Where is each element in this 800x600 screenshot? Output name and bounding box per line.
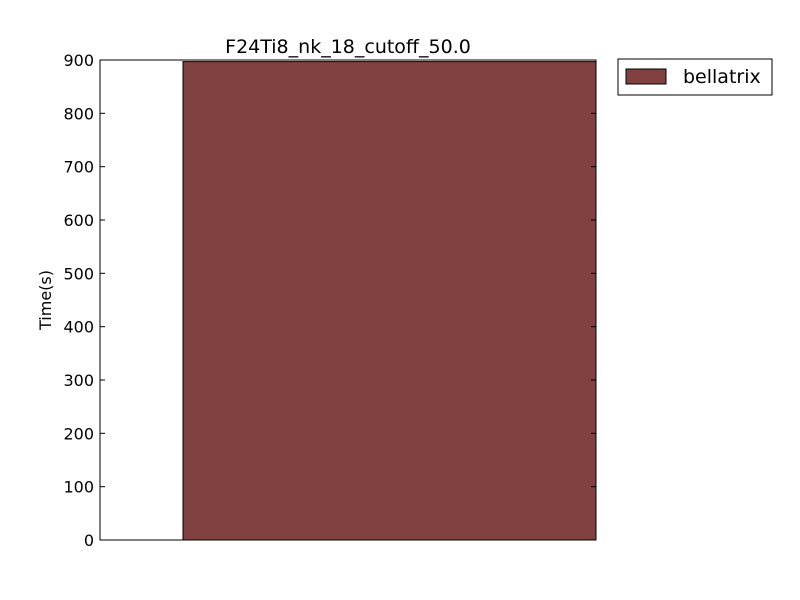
bar-bellatrix [182, 61, 597, 541]
y-tick-label: 0 [84, 531, 94, 550]
y-tick-label: 400 [63, 318, 94, 337]
y-axis-title: Time(s) [36, 270, 55, 331]
legend-label-bellatrix: bellatrix [683, 66, 761, 88]
y-tick-label: 500 [63, 264, 94, 283]
plot-area: 0 100 200 300 400 500 600 700 800 900 [63, 51, 597, 550]
legend-swatch-bellatrix [625, 68, 667, 85]
y-tick-label: 100 [63, 478, 94, 497]
y-tick-label: 600 [63, 211, 94, 230]
y-tick-label: 700 [63, 158, 94, 177]
y-tick-label: 800 [63, 104, 94, 123]
y-tick-label: 200 [63, 424, 94, 443]
y-tick-label: 300 [63, 371, 94, 390]
y-axis-ticks: 0 100 200 300 400 500 600 700 800 900 [63, 51, 596, 550]
legend: bellatrix [617, 58, 773, 96]
y-tick-label: 900 [63, 51, 94, 70]
plot-frame [99, 59, 597, 541]
bars-group [182, 61, 597, 541]
chart-title: F24Ti8_nk_18_cutoff_50.0 [225, 36, 471, 58]
